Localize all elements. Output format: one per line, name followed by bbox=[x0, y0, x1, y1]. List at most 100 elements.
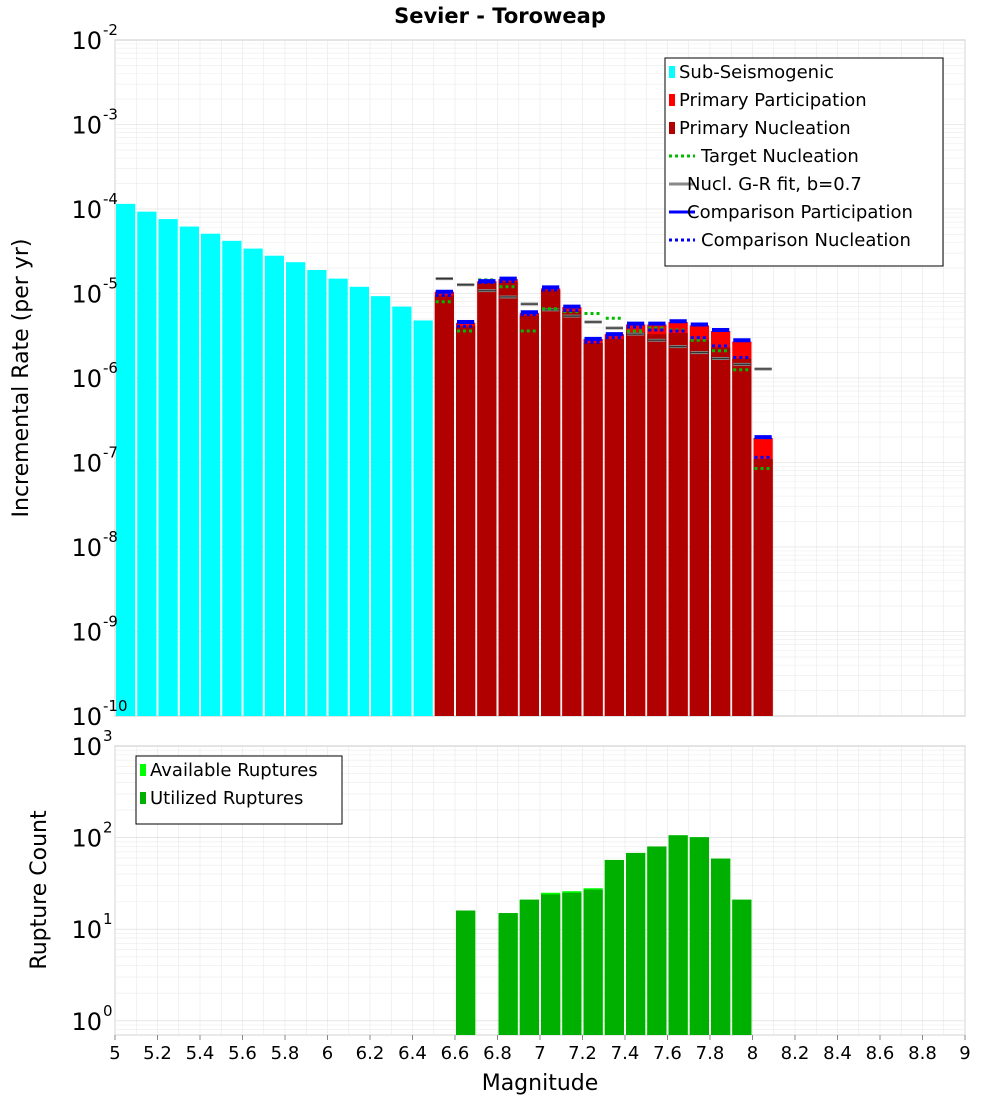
utilized-ruptures-bar bbox=[732, 899, 752, 1035]
utilized-ruptures-bar bbox=[456, 910, 476, 1035]
legend-swatch bbox=[140, 764, 146, 776]
sub-seismogenic-bar bbox=[158, 219, 178, 716]
primary-nucleation-bar bbox=[668, 333, 688, 716]
top-y-tick-exponent: -5 bbox=[103, 275, 118, 293]
top-y-tick-base: 10 bbox=[71, 281, 102, 309]
utilized-ruptures-bar bbox=[711, 858, 731, 1035]
x-tick-label: 7.2 bbox=[568, 1043, 597, 1064]
utilized-ruptures-bar bbox=[498, 913, 518, 1035]
primary-nucleation-bar bbox=[689, 340, 709, 716]
primary-nucleation-bar bbox=[562, 311, 582, 716]
top-y-tick-exponent: -2 bbox=[103, 21, 118, 39]
top-lines bbox=[435, 276, 772, 470]
primary-nucleation-bar bbox=[626, 332, 646, 716]
legend-swatch bbox=[669, 66, 675, 78]
legend-label: Primary Participation bbox=[679, 90, 867, 111]
primary-nucleation-bar bbox=[434, 295, 454, 716]
x-axis-label: Magnitude bbox=[482, 1071, 599, 1096]
bottom-y-tick-exponent: 1 bbox=[103, 910, 113, 928]
top-bars bbox=[116, 203, 773, 716]
top-y-tick-exponent: -9 bbox=[103, 613, 118, 631]
primary-nucleation-bar bbox=[456, 326, 476, 716]
primary-nucleation-bar bbox=[541, 290, 561, 716]
bottom-bars bbox=[456, 835, 752, 1035]
top-y-tick-exponent: -7 bbox=[103, 444, 118, 462]
sub-seismogenic-bar bbox=[392, 306, 412, 716]
primary-nucleation-bar bbox=[647, 334, 667, 716]
legend-label: Primary Nucleation bbox=[679, 118, 851, 139]
top-y-tick-exponent: -3 bbox=[103, 106, 118, 124]
utilized-ruptures-bar bbox=[583, 889, 603, 1035]
x-tick-label: 6 bbox=[322, 1043, 333, 1064]
x-tick-label: 7.8 bbox=[696, 1043, 725, 1064]
legend-label: Target Nucleation bbox=[700, 146, 859, 167]
sub-seismogenic-bar bbox=[307, 269, 327, 716]
utilized-ruptures-bar bbox=[626, 852, 646, 1035]
sub-seismogenic-bar bbox=[116, 203, 136, 716]
legend-label: Utilized Ruptures bbox=[150, 788, 303, 809]
legend-label: Comparison Nucleation bbox=[701, 230, 911, 251]
legend-swatch bbox=[669, 122, 675, 134]
top-y-tick-base: 10 bbox=[71, 196, 102, 224]
legend-box bbox=[664, 57, 944, 267]
x-tick-label: 6.2 bbox=[356, 1043, 385, 1064]
primary-nucleation-bar bbox=[498, 281, 518, 716]
primary-nucleation-bar bbox=[711, 347, 731, 716]
sub-seismogenic-bar bbox=[328, 278, 348, 716]
legend-box bbox=[135, 755, 343, 825]
sub-seismogenic-bar bbox=[349, 286, 369, 716]
top-y-tick-base: 10 bbox=[71, 365, 102, 393]
utilized-ruptures-bar bbox=[668, 835, 688, 1035]
bottom-y-tick-exponent: 0 bbox=[103, 1002, 113, 1020]
primary-nucleation-bar bbox=[753, 459, 773, 716]
x-tick-label: 8.2 bbox=[781, 1043, 810, 1064]
utilized-ruptures-bar bbox=[647, 846, 667, 1035]
sub-seismogenic-bar bbox=[137, 211, 157, 716]
sub-seismogenic-bar bbox=[264, 255, 284, 716]
x-tick-label: 8.6 bbox=[866, 1043, 895, 1064]
top-y-tick-base: 10 bbox=[71, 534, 102, 562]
legend-swatch bbox=[140, 792, 146, 804]
primary-nucleation-bar bbox=[604, 338, 624, 716]
bottom-y-tick-base: 10 bbox=[71, 825, 102, 853]
x-tick-label: 6.4 bbox=[398, 1043, 427, 1064]
sub-seismogenic-bar bbox=[286, 262, 306, 716]
x-tick-label: 6.8 bbox=[483, 1043, 512, 1064]
x-tick-label: 5.4 bbox=[186, 1043, 215, 1064]
top-y-tick-base: 10 bbox=[71, 27, 102, 55]
x-tick-label: 5.8 bbox=[271, 1043, 300, 1064]
top-y-axis-label: Incremental Rate (per yr) bbox=[9, 239, 34, 518]
utilized-ruptures-bar bbox=[562, 892, 582, 1035]
primary-nucleation-bar bbox=[477, 282, 497, 716]
x-tick-label: 7 bbox=[534, 1043, 545, 1064]
legend-label: Sub-Seismogenic bbox=[679, 62, 834, 83]
x-ticks: 5 5.2 5.4 5.6 5.8 6 6.2 6.4 6.6 6.8 7 7.2 7.4 7.6 7.8 8… bbox=[109, 1035, 971, 1064]
sub-seismogenic-bar bbox=[413, 320, 433, 716]
top-y-tick-base: 10 bbox=[71, 450, 102, 478]
top-y-tick-base: 10 bbox=[71, 703, 102, 731]
sub-seismogenic-bar bbox=[243, 248, 263, 716]
sub-seismogenic-bar bbox=[201, 233, 221, 716]
utilized-ruptures-bar bbox=[519, 899, 539, 1035]
x-tick-label: 6.6 bbox=[441, 1043, 470, 1064]
bottom-y-tick-exponent: 3 bbox=[103, 727, 113, 745]
utilized-ruptures-bar bbox=[604, 859, 624, 1035]
legend-swatch bbox=[669, 94, 675, 106]
legend-label: Nucl. G-R fit, b=0.7 bbox=[687, 174, 862, 195]
top-y-tick-exponent: -4 bbox=[103, 190, 118, 208]
x-tick-label: 8.4 bbox=[823, 1043, 852, 1064]
primary-nucleation-bar bbox=[732, 358, 752, 716]
x-tick-label: 7.4 bbox=[611, 1043, 640, 1064]
sub-seismogenic-bar bbox=[179, 226, 199, 716]
x-tick-label: 5 bbox=[109, 1043, 120, 1064]
chart-title: Sevier - Toroweap bbox=[394, 4, 606, 28]
x-tick-label: 9 bbox=[959, 1043, 970, 1064]
x-tick-label: 8.8 bbox=[908, 1043, 937, 1064]
x-tick-label: 8 bbox=[747, 1043, 758, 1064]
x-tick-label: 5.6 bbox=[228, 1043, 257, 1064]
bottom-y-tick-base: 10 bbox=[71, 1008, 102, 1036]
top-y-tick-exponent: -6 bbox=[103, 359, 118, 377]
